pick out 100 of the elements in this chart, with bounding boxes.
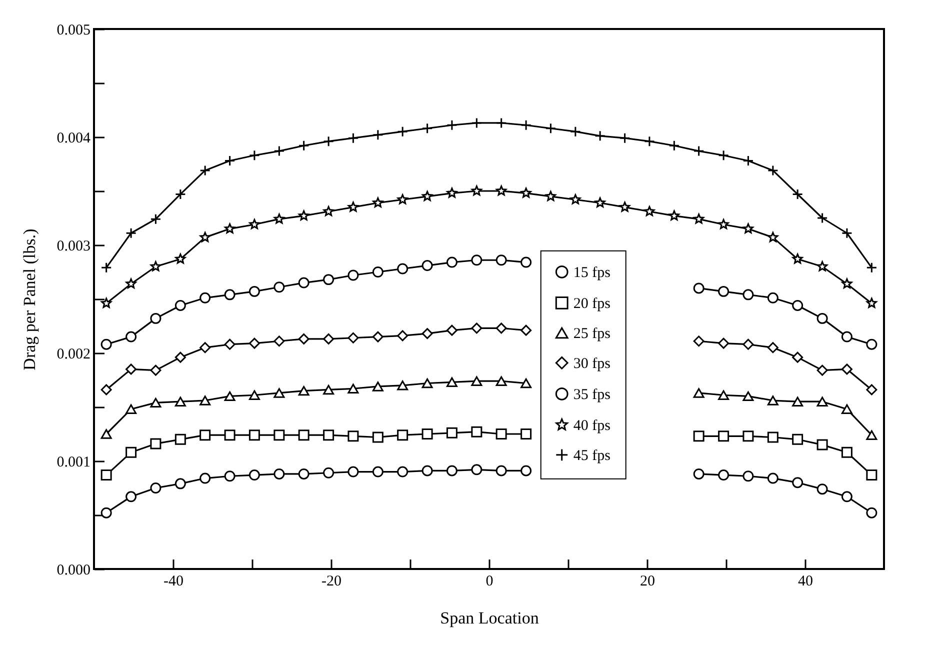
point (817, 261, 828, 272)
point (298, 468, 310, 480)
point (200, 430, 211, 441)
point (742, 289, 754, 300)
point (841, 331, 852, 342)
point (767, 164, 778, 176)
point (200, 292, 211, 304)
legend-label: 30 fps (573, 356, 611, 372)
point (792, 188, 804, 200)
point (348, 270, 359, 281)
point (767, 396, 778, 406)
point (520, 188, 532, 198)
point (866, 507, 878, 518)
point (742, 470, 754, 482)
point (397, 380, 408, 390)
point (175, 254, 186, 264)
point (150, 438, 162, 450)
point (545, 122, 556, 134)
point (397, 330, 408, 342)
point (397, 430, 408, 441)
point (323, 333, 334, 344)
point (422, 378, 433, 388)
point (693, 388, 704, 398)
point (174, 434, 186, 445)
point (496, 254, 507, 266)
point (348, 202, 358, 212)
point (323, 136, 334, 147)
point (274, 430, 285, 441)
point (742, 155, 754, 166)
point (767, 342, 778, 354)
x-tick-label: -20 (322, 574, 342, 590)
point (471, 322, 482, 334)
y-tick-label: 0.003 (56, 238, 90, 254)
point (274, 468, 285, 480)
point (397, 194, 408, 204)
point (446, 427, 458, 438)
point (397, 126, 408, 138)
point (372, 331, 384, 342)
y-tick-label: 0.001 (56, 454, 90, 470)
point (372, 432, 384, 443)
point (298, 210, 310, 220)
point (150, 214, 162, 225)
point (150, 261, 161, 272)
point (742, 430, 754, 442)
point (372, 266, 384, 278)
point (792, 352, 804, 363)
point (200, 472, 211, 484)
x-tick-label: 20 (640, 574, 655, 590)
point (520, 378, 532, 388)
x-axis-title: Span Location (440, 608, 540, 628)
point (792, 434, 804, 445)
point (274, 388, 285, 398)
point (767, 292, 778, 304)
point (248, 390, 260, 400)
point (619, 132, 630, 144)
point (841, 491, 852, 502)
point (742, 223, 754, 234)
point (372, 197, 384, 208)
point (323, 467, 334, 478)
point (249, 218, 260, 230)
point (816, 484, 828, 495)
point (397, 466, 408, 478)
point (224, 223, 236, 234)
point (100, 384, 112, 396)
point (174, 352, 186, 363)
point (200, 164, 211, 176)
point (446, 120, 458, 131)
point (348, 384, 359, 394)
point (693, 146, 704, 157)
point (372, 466, 384, 478)
point (248, 430, 260, 441)
point (100, 429, 112, 439)
point (348, 466, 359, 478)
point (767, 432, 778, 443)
point (150, 364, 162, 376)
point (742, 391, 754, 402)
point (866, 262, 878, 274)
point (100, 507, 112, 518)
point (126, 278, 136, 288)
point (841, 446, 852, 458)
point (792, 477, 804, 488)
point (224, 430, 236, 441)
point (298, 333, 310, 344)
point (841, 404, 852, 414)
point (520, 120, 532, 131)
point (126, 331, 137, 342)
point (323, 274, 334, 286)
point (150, 482, 162, 494)
point (224, 338, 236, 350)
point (644, 206, 655, 216)
point (372, 129, 384, 140)
point (100, 470, 112, 481)
point (545, 190, 556, 201)
point (866, 298, 877, 308)
point (323, 384, 334, 395)
point (174, 300, 186, 311)
point (471, 464, 482, 476)
point (570, 126, 581, 138)
point (520, 465, 532, 476)
point (668, 140, 680, 152)
